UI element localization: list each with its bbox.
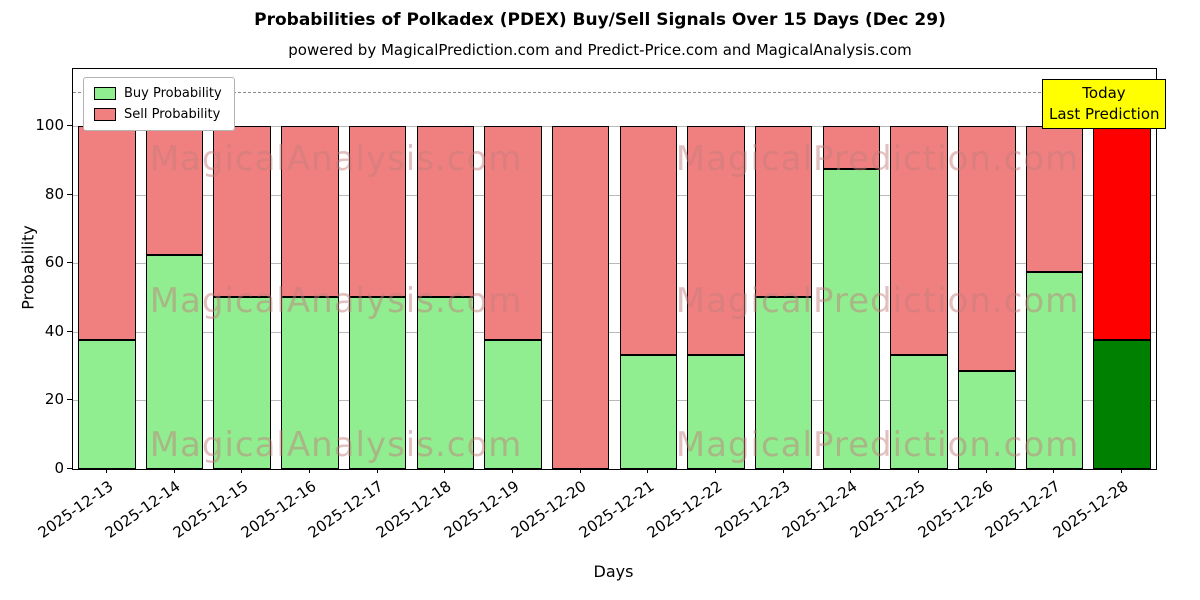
- today-annotation: Today Last Prediction: [1042, 79, 1166, 129]
- x-tick-text: 2025-12-16: [237, 477, 320, 542]
- x-tick-text: 2025-12-19: [440, 477, 523, 542]
- bar-buy-segment: [213, 297, 271, 469]
- bar-sell-segment: [213, 125, 271, 298]
- x-tick-text: 2025-12-17: [305, 477, 387, 542]
- x-tick-mark: [579, 468, 581, 473]
- bar-buy-segment: [1025, 271, 1084, 469]
- y-tick-mark: [67, 330, 72, 332]
- x-tick-mark: [308, 468, 310, 473]
- x-tick-mark: [647, 468, 649, 473]
- x-tick-mark: [1121, 468, 1123, 473]
- bar-buy-segment: [619, 354, 678, 469]
- today-annotation-line2: Last Prediction: [1049, 105, 1160, 123]
- bar-buy-segment: [145, 254, 204, 469]
- x-tick-mark: [241, 468, 243, 473]
- bar-buy-segment: [754, 297, 813, 469]
- bar-buy-segment: [958, 370, 1016, 469]
- x-tick-mark: [444, 468, 446, 473]
- bar-sell-segment: [1025, 125, 1084, 272]
- gridline: [73, 263, 1156, 265]
- x-tick-text: 2025-12-20: [508, 477, 590, 542]
- x-tick-mark: [985, 468, 987, 473]
- x-tick-text: 2025-12-15: [169, 477, 252, 542]
- gridline: [73, 125, 1156, 127]
- bar-sell-segment: [619, 125, 678, 355]
- buy-swatch-icon: [94, 87, 116, 100]
- y-tick-mark: [67, 262, 72, 264]
- x-tick-text: 2025-12-24: [778, 477, 861, 542]
- x-tick-text: 2025-12-22: [643, 477, 726, 542]
- bar-sell-segment: [754, 125, 813, 298]
- x-tick-text: 2025-12-13: [34, 477, 117, 542]
- bar-sell-segment: [348, 125, 407, 298]
- bar-buy-segment: [822, 168, 881, 469]
- bar-sell-segment: [78, 125, 136, 341]
- bar-sell-segment: [281, 125, 339, 298]
- bar-sell-segment: [145, 125, 204, 255]
- x-tick-mark: [173, 468, 175, 473]
- legend-label-sell: Sell Probability: [124, 107, 221, 122]
- legend-item-sell: Sell Probability: [94, 107, 222, 122]
- gridline: [73, 194, 1156, 196]
- y-tick-label: 20: [44, 390, 64, 409]
- x-tick-mark: [376, 468, 378, 473]
- bar-buy-segment: [348, 297, 407, 469]
- bar-sell-segment: [687, 125, 745, 355]
- x-tick-mark: [850, 468, 852, 473]
- bar-sell-segment: [484, 125, 542, 341]
- x-tick-text: 2025-12-27: [982, 477, 1064, 542]
- x-axis-label: Days: [593, 562, 634, 581]
- x-tick-mark: [918, 468, 920, 473]
- bar-buy-segment: [890, 354, 948, 469]
- gridline: [73, 400, 1156, 402]
- x-tick-text: 2025-12-23: [711, 477, 794, 542]
- bar-buy-segment: [1093, 340, 1151, 469]
- bar-buy-segment: [281, 297, 339, 469]
- sell-swatch-icon: [94, 108, 116, 121]
- y-tick-mark: [67, 399, 72, 401]
- bar-sell-segment: [958, 125, 1016, 371]
- y-tick-label: 80: [44, 184, 64, 203]
- x-tick-mark: [511, 468, 513, 473]
- bar-sell-segment: [416, 125, 475, 298]
- y-tick-mark: [67, 124, 72, 126]
- plot-area: Buy Probability Sell Probability Magical…: [72, 68, 1157, 470]
- bar-buy-segment: [687, 354, 745, 469]
- dashed-threshold-line: [73, 91, 1156, 93]
- y-tick-label: 40: [44, 321, 64, 340]
- bar-buy-segment: [78, 340, 136, 469]
- gridline: [73, 331, 1156, 333]
- y-tick-label: 0: [54, 459, 64, 477]
- x-tick-text: 2025-12-26: [914, 477, 997, 542]
- x-tick-mark: [782, 468, 784, 473]
- y-tick-mark: [67, 193, 72, 195]
- bar-buy-segment: [416, 297, 475, 469]
- legend: Buy Probability Sell Probability: [83, 77, 235, 131]
- x-tick-mark: [105, 468, 107, 473]
- y-tick-mark: [67, 468, 72, 469]
- bar-sell-segment: [890, 125, 948, 355]
- bar-sell-segment: [1093, 125, 1151, 341]
- y-tick-label: 60: [44, 253, 64, 272]
- legend-label-buy: Buy Probability: [124, 86, 222, 101]
- bar-sell-segment: [822, 125, 881, 169]
- x-tick-text: 2025-12-18: [372, 477, 455, 542]
- x-tick-mark: [1053, 468, 1055, 473]
- bar-buy-segment: [484, 340, 542, 469]
- x-tick-text: 2025-12-14: [102, 477, 184, 542]
- chart-title: Probabilities of Polkadex (PDEX) Buy/Sel…: [254, 10, 946, 30]
- today-annotation-line1: Today: [1082, 84, 1126, 102]
- y-tick-label: 100: [35, 115, 64, 134]
- x-tick-mark: [715, 468, 717, 473]
- x-tick-text: 2025-12-28: [1049, 477, 1132, 542]
- bar-sell-segment: [551, 125, 610, 469]
- chart-subtitle: powered by MagicalPrediction.com and Pre…: [288, 41, 912, 59]
- x-tick-text: 2025-12-21: [575, 477, 658, 542]
- x-tick-text: 2025-12-25: [846, 477, 929, 542]
- legend-item-buy: Buy Probability: [94, 86, 222, 101]
